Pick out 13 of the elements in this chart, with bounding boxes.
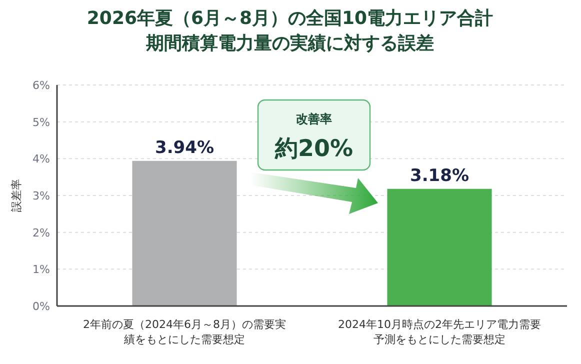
y-axis-title: 誤差率 xyxy=(10,179,23,212)
annotation: 約20% xyxy=(274,136,354,162)
y-tick-label: 5% xyxy=(32,116,50,129)
y-tick-label: 0% xyxy=(32,300,50,313)
y-tick-label: 4% xyxy=(32,152,50,166)
data-label: 3.18% xyxy=(410,166,469,186)
y-tick-label: 6% xyxy=(32,79,50,92)
title: 2026年夏（6月～8月）の全国10電力エリア合計期間積算電力量の実績に対する誤差 xyxy=(86,8,494,54)
y-tick-label: 1% xyxy=(32,263,50,276)
y-tick-label: 3% xyxy=(32,190,50,202)
annotation: 改善率 xyxy=(296,112,332,126)
y-tick-label: 2% xyxy=(32,226,50,240)
data-label: 3.94% xyxy=(155,138,214,158)
